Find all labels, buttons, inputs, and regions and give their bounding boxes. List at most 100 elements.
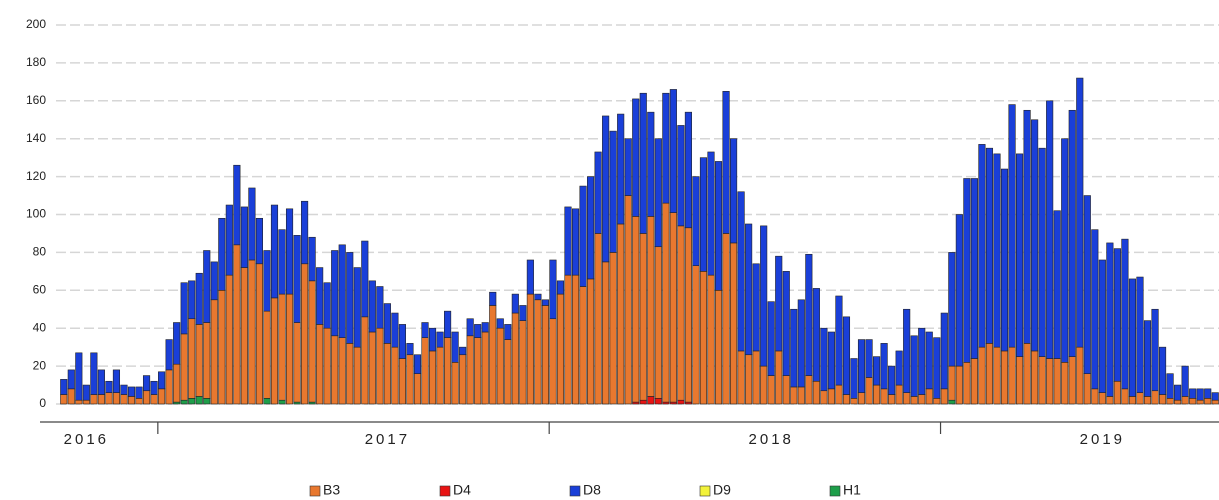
y-tick-label: 80 <box>33 245 47 259</box>
bar-segment <box>383 303 391 344</box>
bar-segment <box>451 331 459 363</box>
bar-segment <box>158 388 166 405</box>
bar-segment <box>316 324 324 405</box>
bar-segment <box>127 396 136 405</box>
bar-segment <box>105 392 113 405</box>
bar-segment <box>1158 346 1167 395</box>
x-tick-label: 2019 <box>1080 431 1125 448</box>
bar-segment <box>684 227 692 403</box>
bar-segment <box>188 318 196 399</box>
bar-segment <box>120 394 128 405</box>
bar-segment <box>918 327 926 395</box>
bar-segment <box>225 204 233 276</box>
bar-segment <box>722 91 730 234</box>
y-tick-label: 120 <box>26 169 46 183</box>
bar-segment <box>240 206 248 268</box>
bar-segment <box>556 293 565 405</box>
bar-segment <box>413 373 422 405</box>
x-tick-label: 2016 <box>64 431 109 448</box>
bar-segment <box>225 274 233 405</box>
legend: B3 D4 D8 D9 H1 <box>309 482 861 498</box>
bar-segment <box>624 138 632 196</box>
bar-segment <box>963 362 971 405</box>
bar-segment <box>1038 147 1046 357</box>
bar-segment <box>323 282 331 329</box>
bar-segment <box>368 280 376 333</box>
bar-segment <box>67 369 75 390</box>
bar-segment <box>421 322 429 338</box>
bar-segment <box>1143 320 1152 397</box>
bar-segment <box>692 265 700 405</box>
bar-segment <box>233 244 241 405</box>
bar-segment <box>346 343 354 405</box>
bar-segment <box>571 274 580 405</box>
bar-segment <box>978 144 986 348</box>
bar-segment <box>1128 278 1137 397</box>
y-tick-label: 140 <box>26 131 46 145</box>
bar-segment <box>1189 398 1197 405</box>
bar-segment <box>421 337 429 405</box>
bar-segment <box>1211 399 1219 405</box>
legend-label: D8 <box>583 482 601 498</box>
bar-segment <box>865 377 873 405</box>
bar-segment <box>707 151 715 276</box>
bar-segment <box>910 396 918 405</box>
bar-segment <box>639 399 647 405</box>
bar-segment <box>632 98 640 217</box>
bar-segment <box>444 310 452 338</box>
bar-segment <box>338 337 346 405</box>
bar-segment <box>842 394 851 405</box>
bar-segment <box>692 176 700 266</box>
bar-segment <box>526 259 534 295</box>
bar-segment <box>248 187 256 261</box>
bar-segment <box>1053 210 1061 359</box>
bar-segment <box>827 388 835 405</box>
bar-segment <box>850 398 858 405</box>
bar-segment <box>1061 138 1069 363</box>
bar-segment <box>564 274 572 405</box>
bar-segment <box>180 399 188 405</box>
bar-segment <box>1181 396 1189 405</box>
bar-segment <box>647 216 655 397</box>
bar-segment <box>233 164 241 246</box>
bar-segment <box>1121 388 1129 405</box>
bar-segment <box>752 263 760 352</box>
bar-segment <box>737 191 745 352</box>
bar-segment <box>406 354 414 405</box>
bar-segment <box>406 343 414 356</box>
bar-segment <box>760 365 768 405</box>
bar-segment <box>436 346 444 405</box>
bar-segment <box>820 327 828 392</box>
bar-segment <box>1015 153 1024 357</box>
bar-segment <box>993 153 1001 348</box>
bar-segment <box>571 208 580 276</box>
bar-segment <box>316 267 324 325</box>
bar-segment <box>428 350 437 405</box>
bar-segment <box>511 312 519 405</box>
bar-segment <box>534 299 542 405</box>
bar-segment <box>970 358 978 405</box>
bar-segment <box>278 229 286 295</box>
bar-segment <box>587 176 595 280</box>
bar-segment <box>549 318 557 405</box>
bar-segment <box>910 335 918 397</box>
bar-segment <box>210 299 218 405</box>
bar-segment <box>1143 396 1152 405</box>
bar-segment <box>888 365 896 395</box>
bar-segment <box>459 354 467 405</box>
bar-segment <box>391 312 399 348</box>
bar-segment <box>985 343 994 405</box>
bar-segment <box>203 398 211 405</box>
bar-segment <box>481 331 489 405</box>
bar-segment <box>564 206 572 276</box>
bar-segment <box>519 305 527 321</box>
bar-segment <box>782 375 790 405</box>
bar-segment <box>1204 398 1212 405</box>
bar-segment <box>278 399 286 405</box>
bar-segment <box>857 339 866 393</box>
bar-segment <box>797 386 805 405</box>
y-tick-label: 160 <box>26 93 46 107</box>
bar-segment <box>963 178 971 363</box>
bar-segment <box>248 259 256 405</box>
